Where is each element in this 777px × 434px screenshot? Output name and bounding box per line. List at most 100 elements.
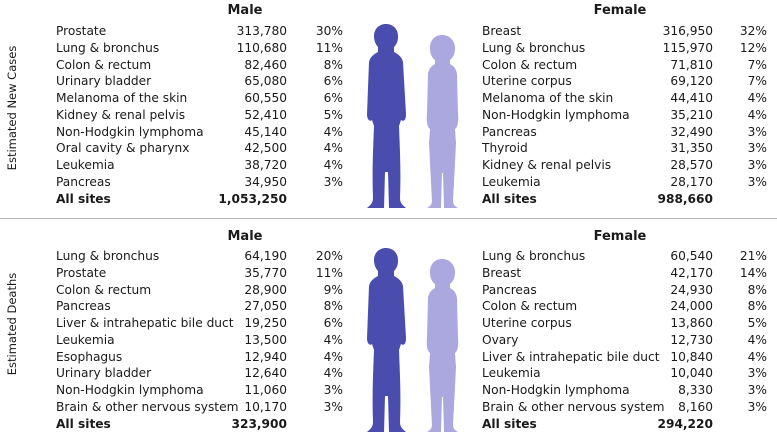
female-figure-icon [426, 259, 459, 432]
case-count: 12,640 [244, 366, 287, 381]
total-count: 294,220 [657, 416, 713, 431]
cancer-site-label: Pancreas [482, 124, 537, 139]
percent-value: 3% [747, 174, 767, 189]
percent-value: 11% [315, 40, 343, 55]
case-count: 28,570 [670, 158, 713, 172]
percent-value: 4% [747, 349, 767, 364]
case-count: 52,410 [244, 107, 287, 122]
percent-value: 4% [323, 141, 343, 156]
cancer-site-label: Lung & bronchus [56, 249, 160, 263]
total-count: 323,900 [231, 416, 287, 431]
heading-female-deaths: Female [593, 229, 647, 244]
cancer-site-label: Pancreas [482, 282, 537, 297]
cancer-site-label: Lung & bronchus [482, 40, 586, 55]
cancer-site-label: Leukemia [482, 174, 541, 189]
percent-value: 8% [747, 299, 767, 314]
total-count: 1,053,250 [218, 191, 287, 206]
percent-value: 21% [739, 249, 767, 263]
cancer-site-label: Non-Hodgkin lymphoma [482, 383, 630, 397]
percent-value: 12% [739, 40, 767, 55]
case-count: 35,210 [670, 107, 713, 122]
case-count: 60,550 [244, 91, 287, 105]
cancer-site-label: Esophagus [56, 349, 123, 364]
percent-value: 3% [747, 141, 767, 156]
cancer-site-label: Uterine corpus [482, 316, 572, 330]
cancer-site-label: Colon & rectum [56, 57, 152, 72]
cancer-site-label: Colon & rectum [56, 282, 152, 297]
percent-value: 9% [323, 282, 343, 297]
percent-value: 3% [747, 383, 767, 397]
case-count: 27,050 [244, 299, 287, 314]
cancer-site-label: Kidney & renal pelvis [482, 158, 612, 172]
case-count: 32,490 [670, 124, 713, 139]
case-count: 64,190 [244, 249, 287, 263]
heading-male-deaths: Male [227, 229, 263, 244]
total-label: All sites [482, 416, 537, 431]
cancer-site-label: Uterine corpus [482, 74, 572, 89]
percent-value: 5% [323, 107, 343, 122]
case-count: 42,500 [244, 141, 287, 156]
percent-value: 3% [747, 366, 767, 381]
heading-male-new-cases: Male [227, 3, 263, 18]
heading-female-new-cases: Female [593, 3, 647, 18]
case-count: 12,940 [244, 349, 287, 364]
cancer-site-label: Thyroid [482, 141, 528, 156]
percent-value: 4% [747, 91, 767, 105]
cancer-site-label: Leukemia [56, 158, 115, 172]
case-count: 38,720 [244, 158, 287, 172]
cancer-site-label: Non-Hodgkin lymphoma [56, 124, 204, 139]
percent-value: 6% [323, 74, 343, 89]
percent-value: 6% [323, 316, 343, 330]
case-count: 34,950 [244, 174, 287, 189]
percent-value: 32% [739, 24, 767, 38]
cancer-site-label: Pancreas [56, 174, 111, 189]
cancer-site-label: Leukemia [56, 332, 115, 347]
cancer-site-label: Kidney & renal pelvis [56, 107, 186, 122]
case-count: 8,160 [678, 399, 713, 414]
case-count: 316,950 [662, 24, 713, 38]
total-label: All sites [56, 416, 111, 431]
case-count: 10,040 [670, 366, 713, 381]
cancer-site-label: Colon & rectum [482, 299, 578, 314]
case-count: 10,840 [670, 349, 713, 364]
case-count: 115,970 [662, 40, 713, 55]
percent-value: 4% [323, 124, 343, 139]
percent-value: 4% [323, 349, 343, 364]
cancer-site-label: Brain & other nervous system [56, 399, 239, 414]
side-label-new-cases: Estimated New Cases [5, 45, 19, 171]
percent-value: 8% [323, 299, 343, 314]
percent-value: 6% [323, 91, 343, 105]
case-count: 44,410 [670, 91, 713, 105]
percent-value: 11% [315, 265, 343, 280]
total-label: All sites [482, 191, 537, 206]
cancer-site-label: Lung & bronchus [482, 249, 586, 263]
case-count: 313,780 [236, 24, 287, 38]
case-count: 69,120 [670, 74, 713, 89]
female-figure-icon [426, 35, 459, 208]
percent-value: 7% [747, 74, 767, 89]
cancer-site-label: Prostate [56, 24, 107, 38]
case-count: 71,810 [670, 57, 713, 72]
case-count: 60,540 [670, 249, 713, 263]
case-count: 12,730 [670, 332, 713, 347]
case-count: 35,770 [244, 265, 287, 280]
cancer-site-label: Prostate [56, 265, 107, 280]
cancer-site-label: Melanoma of the skin [56, 91, 188, 105]
case-count: 31,350 [670, 141, 713, 156]
percent-value: 4% [747, 332, 767, 347]
cancer-site-label: Pancreas [56, 299, 111, 314]
case-count: 42,170 [670, 265, 713, 280]
case-count: 13,860 [670, 316, 713, 330]
percent-value: 7% [747, 57, 767, 72]
cancer-site-label: Ovary [482, 332, 519, 347]
percent-value: 4% [747, 107, 767, 122]
cancer-site-label: Oral cavity & pharynx [56, 141, 190, 156]
percent-value: 3% [323, 174, 343, 189]
case-count: 28,900 [244, 282, 287, 297]
percent-value: 20% [315, 249, 343, 263]
cancer-site-label: Lung & bronchus [56, 40, 160, 55]
cancer-site-label: Non-Hodgkin lymphoma [482, 107, 630, 122]
case-count: 8,330 [678, 383, 713, 397]
percent-value: 4% [323, 332, 343, 347]
case-count: 13,500 [244, 332, 287, 347]
